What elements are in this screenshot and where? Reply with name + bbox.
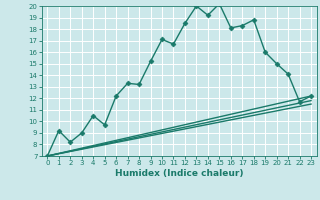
- X-axis label: Humidex (Indice chaleur): Humidex (Indice chaleur): [115, 169, 244, 178]
